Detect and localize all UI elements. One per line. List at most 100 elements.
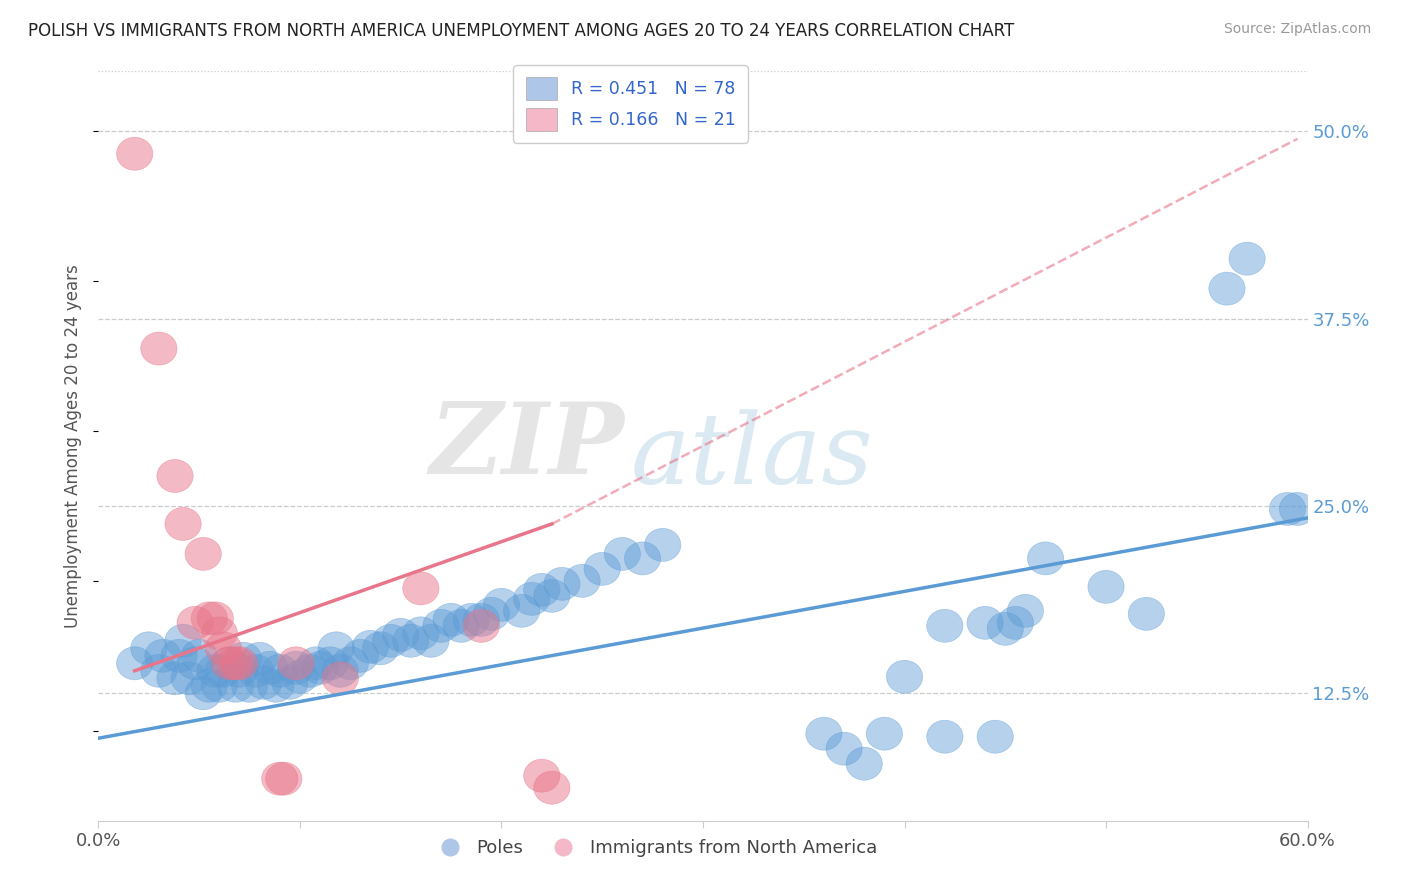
Ellipse shape [157, 459, 193, 492]
Ellipse shape [463, 603, 499, 636]
Ellipse shape [191, 669, 228, 702]
Ellipse shape [278, 647, 314, 680]
Ellipse shape [624, 542, 661, 574]
Ellipse shape [318, 632, 354, 665]
Ellipse shape [1209, 272, 1246, 305]
Text: atlas: atlas [630, 409, 873, 505]
Ellipse shape [825, 732, 862, 765]
Y-axis label: Unemployment Among Ages 20 to 24 years: Unemployment Among Ages 20 to 24 years [65, 264, 83, 628]
Ellipse shape [423, 609, 460, 642]
Ellipse shape [846, 747, 883, 780]
Ellipse shape [177, 647, 214, 680]
Ellipse shape [205, 632, 242, 665]
Ellipse shape [177, 607, 214, 640]
Ellipse shape [644, 528, 681, 561]
Ellipse shape [322, 655, 359, 687]
Ellipse shape [534, 772, 569, 805]
Ellipse shape [266, 762, 302, 795]
Ellipse shape [373, 624, 409, 657]
Ellipse shape [278, 651, 314, 684]
Ellipse shape [312, 647, 349, 680]
Ellipse shape [232, 669, 267, 702]
Ellipse shape [413, 624, 449, 657]
Legend: Poles, Immigrants from North America: Poles, Immigrants from North America [425, 831, 884, 864]
Ellipse shape [382, 618, 419, 651]
Ellipse shape [534, 580, 569, 612]
Ellipse shape [927, 720, 963, 753]
Ellipse shape [201, 669, 238, 702]
Ellipse shape [503, 594, 540, 627]
Ellipse shape [221, 655, 257, 687]
Ellipse shape [218, 669, 253, 702]
Ellipse shape [544, 567, 581, 600]
Ellipse shape [141, 332, 177, 365]
Ellipse shape [453, 603, 489, 636]
Ellipse shape [806, 717, 842, 750]
Ellipse shape [211, 647, 247, 680]
Text: POLISH VS IMMIGRANTS FROM NORTH AMERICA UNEMPLOYMENT AMONG AGES 20 TO 24 YEARS C: POLISH VS IMMIGRANTS FROM NORTH AMERICA … [28, 22, 1014, 40]
Ellipse shape [221, 647, 257, 680]
Ellipse shape [281, 660, 318, 693]
Ellipse shape [117, 647, 153, 680]
Ellipse shape [1028, 542, 1064, 574]
Ellipse shape [145, 640, 181, 673]
Ellipse shape [322, 662, 359, 695]
Text: Source: ZipAtlas.com: Source: ZipAtlas.com [1223, 22, 1371, 37]
Ellipse shape [1128, 598, 1164, 631]
Ellipse shape [246, 666, 281, 699]
Ellipse shape [342, 640, 378, 673]
Ellipse shape [1229, 243, 1265, 275]
Ellipse shape [987, 612, 1024, 645]
Ellipse shape [402, 617, 439, 649]
Ellipse shape [197, 602, 233, 635]
Ellipse shape [484, 589, 520, 622]
Ellipse shape [1279, 492, 1316, 525]
Ellipse shape [866, 717, 903, 750]
Ellipse shape [1007, 594, 1043, 627]
Ellipse shape [257, 669, 294, 702]
Ellipse shape [353, 631, 388, 664]
Ellipse shape [886, 660, 922, 693]
Ellipse shape [298, 647, 335, 680]
Ellipse shape [211, 647, 247, 680]
Ellipse shape [225, 642, 262, 675]
Ellipse shape [967, 607, 1004, 640]
Ellipse shape [165, 624, 201, 657]
Ellipse shape [205, 655, 242, 687]
Ellipse shape [197, 655, 233, 687]
Ellipse shape [191, 602, 228, 635]
Ellipse shape [927, 609, 963, 642]
Ellipse shape [160, 640, 197, 673]
Ellipse shape [117, 137, 153, 170]
Ellipse shape [292, 655, 328, 687]
Ellipse shape [605, 537, 641, 570]
Ellipse shape [242, 642, 278, 675]
Ellipse shape [165, 508, 201, 541]
Ellipse shape [181, 640, 218, 673]
Ellipse shape [186, 677, 221, 710]
Ellipse shape [392, 624, 429, 657]
Ellipse shape [977, 720, 1014, 753]
Ellipse shape [463, 609, 499, 642]
Ellipse shape [363, 632, 399, 665]
Ellipse shape [332, 647, 368, 680]
Ellipse shape [262, 762, 298, 795]
Text: ZIP: ZIP [429, 398, 624, 494]
Ellipse shape [564, 565, 600, 598]
Ellipse shape [433, 603, 470, 636]
Ellipse shape [443, 609, 479, 642]
Ellipse shape [1088, 570, 1125, 603]
Ellipse shape [1270, 492, 1306, 525]
Ellipse shape [186, 537, 221, 570]
Ellipse shape [474, 598, 509, 631]
Ellipse shape [523, 759, 560, 792]
Ellipse shape [131, 632, 167, 665]
Ellipse shape [583, 552, 620, 585]
Ellipse shape [157, 662, 193, 695]
Ellipse shape [402, 572, 439, 605]
Ellipse shape [218, 647, 253, 680]
Ellipse shape [141, 655, 177, 687]
Ellipse shape [201, 617, 238, 649]
Ellipse shape [252, 651, 288, 684]
Ellipse shape [513, 582, 550, 615]
